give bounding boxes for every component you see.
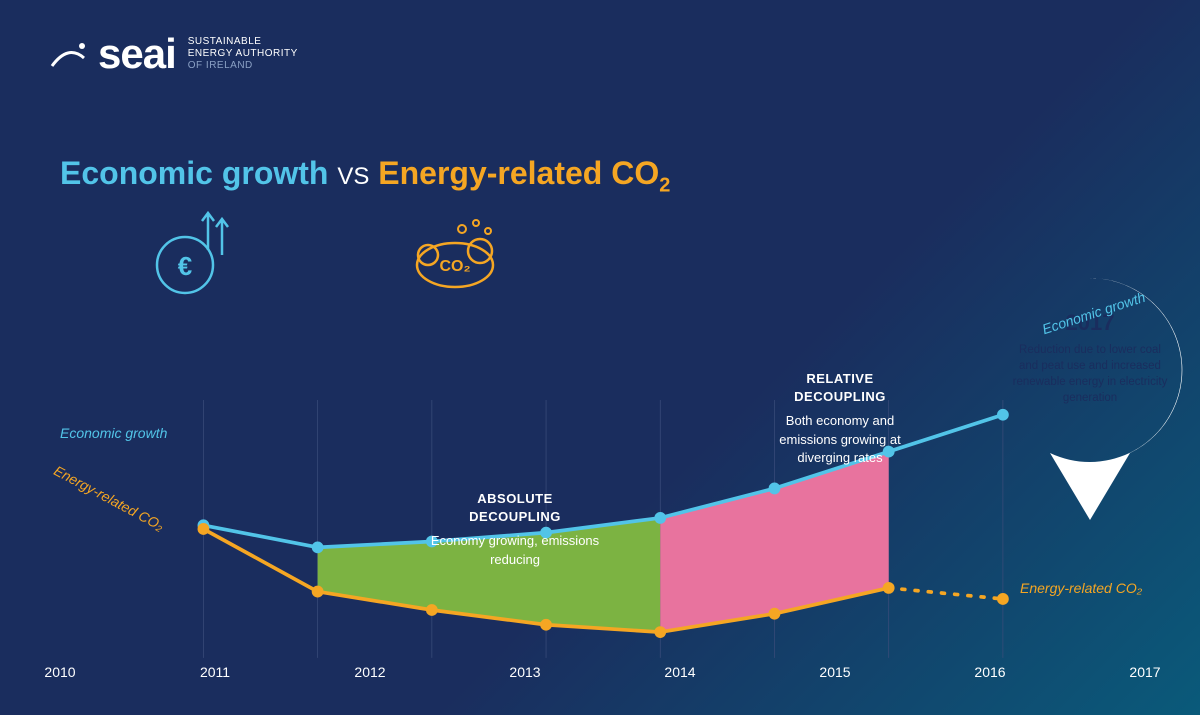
logo-brand: seai <box>98 30 176 78</box>
xaxis-year: 2014 <box>664 664 695 680</box>
seai-swoosh-icon <box>50 36 86 72</box>
marker <box>312 541 324 553</box>
annotation-relative: RELATIVE DECOUPLING Both economy and emi… <box>765 370 915 467</box>
marker <box>426 604 438 616</box>
label-economic-left: Economic growth <box>60 425 167 441</box>
svg-text:CO₂: CO₂ <box>439 258 470 275</box>
xaxis-year: 2017 <box>1129 664 1160 680</box>
marker <box>883 582 895 594</box>
label-co2-right: Energy-related CO₂ <box>1020 580 1142 596</box>
marker <box>654 626 666 638</box>
xaxis-year: 2010 <box>44 664 75 680</box>
xaxis-year: 2015 <box>819 664 850 680</box>
xaxis-year: 2013 <box>509 664 540 680</box>
svg-text:€: € <box>178 251 192 281</box>
chart-title: Economic growth VS Energy-related CO2 <box>60 155 670 197</box>
marker <box>769 483 781 495</box>
marker <box>540 619 552 631</box>
co2-cloud-icon: CO₂ <box>400 205 520 310</box>
logo: seai SUSTAINABLE ENERGY AUTHORITY OF IRE… <box>50 30 298 78</box>
marker <box>198 523 210 535</box>
logo-subtitle: SUSTAINABLE ENERGY AUTHORITY OF IRELAND <box>188 36 298 72</box>
marker <box>997 593 1009 605</box>
annotation-absolute: ABSOLUTE DECOUPLING Economy growing, emi… <box>430 490 600 569</box>
xaxis-year: 2016 <box>974 664 1005 680</box>
marker <box>654 512 666 524</box>
marker <box>312 586 324 598</box>
xaxis-year: 2011 <box>200 664 230 680</box>
marker <box>769 608 781 620</box>
callout-text: Reduction due to lower coal and peat use… <box>1010 342 1170 406</box>
xaxis-year: 2012 <box>354 664 385 680</box>
euro-up-icon: € <box>150 205 240 310</box>
